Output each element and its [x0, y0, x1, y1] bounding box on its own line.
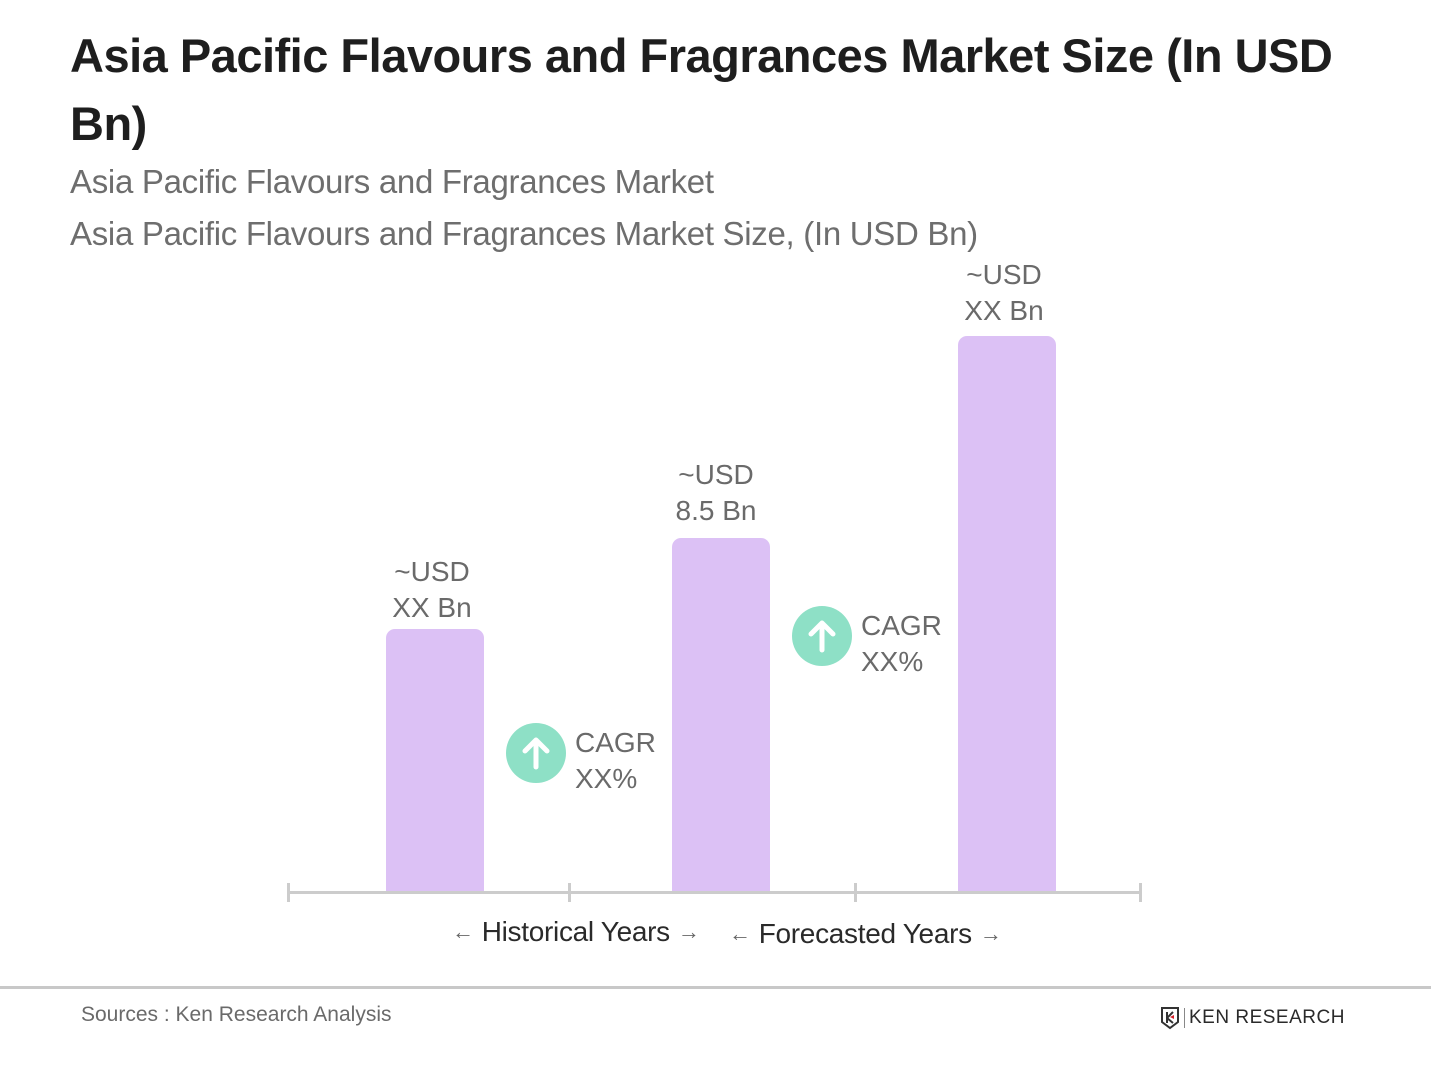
- x-axis-tick: [1139, 883, 1142, 902]
- chart-subtitle: Asia Pacific Flavours and Fragrances Mar…: [70, 163, 714, 200]
- cagr-label: CAGR: [575, 727, 656, 758]
- chart-subtitle-units: Asia Pacific Flavours and Fragrances Mar…: [70, 215, 978, 252]
- bar-label-prefix: ~USD: [966, 259, 1042, 290]
- historical-years-label: ← Historical Years →: [452, 914, 700, 950]
- bar-forecast-end: [958, 336, 1056, 892]
- footer-divider: [0, 986, 1431, 989]
- chart-title: Asia Pacific Flavours and Fragrances Mar…: [70, 29, 1333, 150]
- arrow-right-icon: →: [979, 921, 1002, 946]
- logo-separator: [1184, 1008, 1185, 1028]
- arrow-right-icon: →: [677, 919, 700, 944]
- cagr-annotation: CAGR XX%: [861, 608, 942, 680]
- arrow-left-icon: ←: [729, 921, 751, 946]
- arrow-left-icon: ←: [452, 919, 474, 944]
- x-axis: [288, 891, 1141, 894]
- logo-text: KEN RESEARCH: [1189, 1007, 1345, 1028]
- historical-years-text: Historical Years: [481, 916, 670, 947]
- bar-value-label: ~USD XX Bn: [352, 554, 512, 626]
- forecasted-years-label: ← Forecasted Years →: [729, 916, 1002, 952]
- cagr-label: CAGR: [861, 610, 942, 641]
- arrow-up-icon: [792, 606, 852, 666]
- bar-value-label: ~USD 8.5 Bn: [636, 457, 796, 529]
- arrow-up-icon: [506, 723, 566, 783]
- ken-research-logo-icon: [1161, 1007, 1179, 1030]
- cagr-value: XX%: [861, 646, 924, 677]
- cagr-annotation: CAGR XX%: [575, 725, 656, 797]
- bar-value-label: ~USD XX Bn: [924, 257, 1084, 329]
- bar-historical-start: [386, 629, 484, 892]
- forecasted-years-text: Forecasted Years: [758, 918, 972, 949]
- bar-label-prefix: ~USD: [394, 556, 470, 587]
- x-axis-tick: [568, 883, 571, 902]
- bar-label-value: XX Bn: [964, 295, 1044, 326]
- x-axis-tick: [854, 883, 857, 902]
- bar-label-prefix: ~USD: [678, 459, 754, 490]
- x-axis-tick: [287, 883, 290, 902]
- ken-research-logo: KEN RESEARCH: [1160, 1005, 1345, 1031]
- bar-label-value: 8.5 Bn: [675, 495, 757, 526]
- cagr-value: XX%: [575, 763, 638, 794]
- source-note: Sources : Ken Research Analysis: [81, 1003, 392, 1026]
- bar-label-value: XX Bn: [392, 592, 472, 623]
- bar-base-year: [672, 538, 770, 892]
